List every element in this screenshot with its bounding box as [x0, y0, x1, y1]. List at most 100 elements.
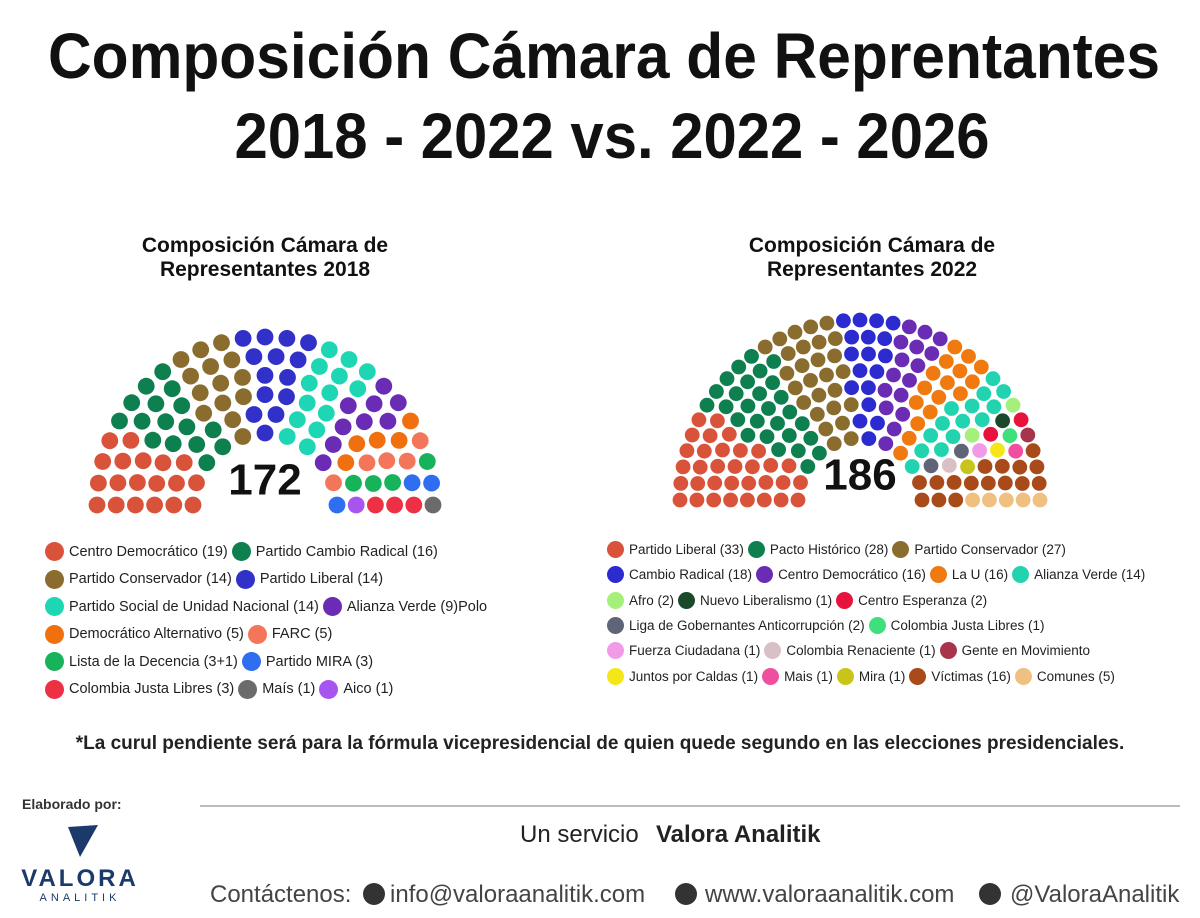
legend-item: FARC (5)	[247, 624, 333, 644]
legend-swatch	[231, 542, 251, 562]
seat	[289, 351, 307, 369]
seat	[965, 374, 980, 390]
seat	[317, 404, 335, 422]
seat	[752, 386, 767, 401]
seat	[861, 431, 877, 446]
total-seats: 186	[823, 451, 896, 500]
seat	[803, 319, 819, 335]
legend-row: Democrático Alternativo (5) FARC (5)	[45, 621, 565, 649]
seat	[811, 334, 827, 350]
legend-row: Colombia Justa Libres (3) Maís (1) Aico (1…	[45, 676, 565, 704]
legend-item: Víctimas (16)	[909, 667, 1011, 685]
seat	[184, 496, 202, 514]
seat	[955, 413, 971, 429]
legend-swatch	[45, 624, 64, 644]
seat	[202, 358, 219, 375]
seat	[908, 395, 924, 410]
seat	[895, 406, 911, 422]
seat	[885, 315, 901, 331]
seat	[904, 459, 920, 474]
seat	[163, 380, 181, 398]
seat	[349, 380, 367, 398]
seat	[977, 459, 993, 474]
legend-label: Nuevo Liberalismo (1)	[700, 592, 833, 608]
seat	[719, 371, 735, 387]
seat	[278, 428, 296, 445]
main-title: Composición Cámara de Reprentantes	[48, 20, 1160, 92]
legend-label: Comunes (5)	[1036, 668, 1115, 684]
legend-label: Víctimas (16)	[931, 668, 1011, 684]
legend-label: Mais (1)	[784, 668, 833, 684]
seat	[954, 443, 969, 459]
seat	[324, 436, 342, 453]
legend-label: La U (16)	[951, 567, 1009, 583]
legend-label: Centro Democrático (19)	[69, 543, 228, 560]
seat	[917, 324, 933, 340]
seat	[740, 427, 756, 443]
seat	[869, 313, 884, 329]
seat	[980, 475, 996, 491]
seat	[331, 367, 348, 385]
seat	[345, 474, 362, 492]
seat	[123, 394, 141, 412]
legend-label: FARC (5)	[271, 626, 333, 643]
service-prefix: Un servicio	[520, 821, 639, 848]
legend-label: Afro (2)	[629, 592, 675, 608]
legend-swatch	[909, 667, 927, 685]
seat	[195, 404, 213, 422]
seat	[948, 492, 964, 508]
seat	[256, 424, 274, 442]
seat	[389, 394, 407, 412]
legend-row: Liga de Gobernantes Anticorrupción (2) Co…	[607, 613, 1167, 638]
seat	[844, 329, 860, 345]
seat	[893, 445, 908, 461]
seat	[368, 431, 386, 449]
legend-swatch	[319, 679, 339, 699]
seat	[852, 312, 868, 328]
seat	[940, 375, 955, 391]
seat	[690, 476, 706, 491]
seat	[165, 496, 183, 514]
legend-item: Mais (1)	[762, 667, 833, 685]
seat	[973, 359, 989, 375]
seat	[403, 474, 421, 492]
seat	[689, 492, 705, 508]
seat	[886, 367, 901, 383]
seat	[114, 452, 132, 470]
seat	[325, 474, 342, 492]
seat	[740, 398, 756, 414]
seat	[994, 458, 1010, 474]
seat	[212, 374, 230, 392]
legend-item: Partido Social de Unidad Nacional (14)	[45, 597, 319, 617]
seat	[710, 413, 725, 429]
seat	[985, 371, 1001, 387]
seat	[147, 395, 165, 413]
seat	[877, 331, 893, 347]
seat	[127, 496, 144, 514]
seat	[107, 496, 125, 514]
seat	[418, 453, 436, 470]
seat	[1008, 443, 1024, 459]
seat	[996, 384, 1011, 399]
legend-swatch	[747, 541, 765, 559]
seat	[781, 458, 797, 474]
seat	[224, 411, 242, 429]
seat	[972, 443, 987, 458]
seat	[723, 492, 738, 508]
web-icon	[675, 883, 697, 905]
seat	[727, 459, 743, 474]
seat	[245, 406, 263, 423]
legend-swatch	[607, 667, 624, 685]
seat	[811, 387, 827, 403]
legend-label: Democrático Alternativo (5)	[69, 626, 244, 643]
twitter-icon	[979, 883, 1001, 905]
legend-swatch	[607, 541, 624, 559]
seat	[982, 492, 997, 508]
contact-label: Contáctenos:	[210, 881, 351, 908]
legend-swatch	[836, 667, 854, 685]
seat	[914, 443, 930, 459]
legend-item: Nuevo Liberalismo (1)	[678, 591, 833, 609]
seat	[334, 418, 352, 436]
seat	[761, 401, 776, 416]
legend-row: Afro (2) Nuevo Liberalismo (1) Centro Espe…	[607, 588, 1167, 613]
